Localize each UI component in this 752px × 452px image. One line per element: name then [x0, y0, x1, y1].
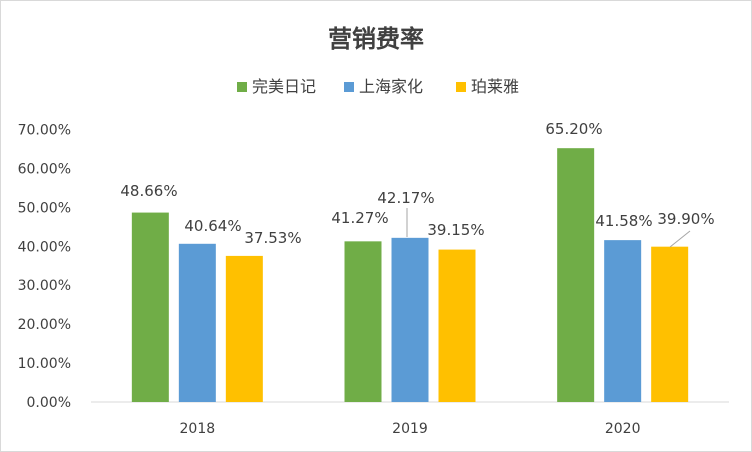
legend: 完美日记 上海家化 珀莱雅: [237, 77, 519, 96]
bar-2019-3: [438, 249, 476, 402]
bar-2018-1: [131, 212, 169, 402]
legend-swatch-2: [344, 82, 354, 92]
chart-title: 营销费率: [328, 25, 424, 53]
legend-swatch-3: [456, 82, 466, 92]
leader-line: [669, 230, 691, 248]
data-label-2018-2: 40.64%: [184, 217, 241, 235]
y-tick-label: 20.00%: [18, 317, 71, 333]
legend-label-2: 上海家化: [359, 77, 423, 96]
bar-2020-1: [557, 148, 595, 402]
y-tick-label: 10.00%: [18, 356, 71, 372]
legend-label-1: 完美日记: [252, 77, 316, 96]
data-label-2018-3: 37.53%: [244, 229, 301, 247]
bars: [131, 148, 689, 402]
data-label-2019-1: 41.27%: [331, 209, 388, 227]
legend-label-3: 珀莱雅: [471, 77, 519, 96]
x-axis: 2018 2019 2020: [91, 401, 729, 437]
y-tick-label: 30.00%: [18, 278, 71, 294]
x-tick-label: 2019: [392, 421, 428, 437]
y-tick-label: 70.00%: [18, 123, 71, 139]
bar-2020-2: [604, 240, 642, 402]
data-label-2019-3: 39.15%: [427, 221, 484, 239]
bar-2019-2: [391, 237, 429, 402]
data-labels: 48.66% 40.64%37.53% 41.27% 42.17% 39.15% 65.2…: [120, 120, 715, 248]
bar-2018-2: [178, 243, 216, 402]
bar-2020-3: [651, 246, 689, 402]
data-label-2018-1: 48.66%: [120, 182, 177, 200]
data-label-2019-2: 42.17%: [377, 189, 434, 207]
legend-swatch-1: [237, 82, 247, 92]
y-tick-label: 50.00%: [18, 200, 71, 216]
y-tick-label: 40.00%: [18, 239, 71, 255]
data-label-2020-1: 65.20%: [545, 120, 602, 138]
data-label-2020-3: 39.90%: [657, 210, 714, 228]
y-tick-label: 60.00%: [18, 161, 71, 177]
data-label-2020-2: 41.58%: [595, 212, 652, 230]
bar-2018-3: [225, 255, 263, 402]
x-tick-label: 2020: [605, 421, 641, 437]
x-tick-label: 2018: [180, 421, 216, 437]
bar-2019-1: [344, 241, 382, 402]
y-axis: 0.00% 10.00% 20.00% 30.00% 40.00% 50.00% 60.00…: [18, 123, 71, 412]
y-tick-label: 0.00%: [27, 395, 71, 411]
